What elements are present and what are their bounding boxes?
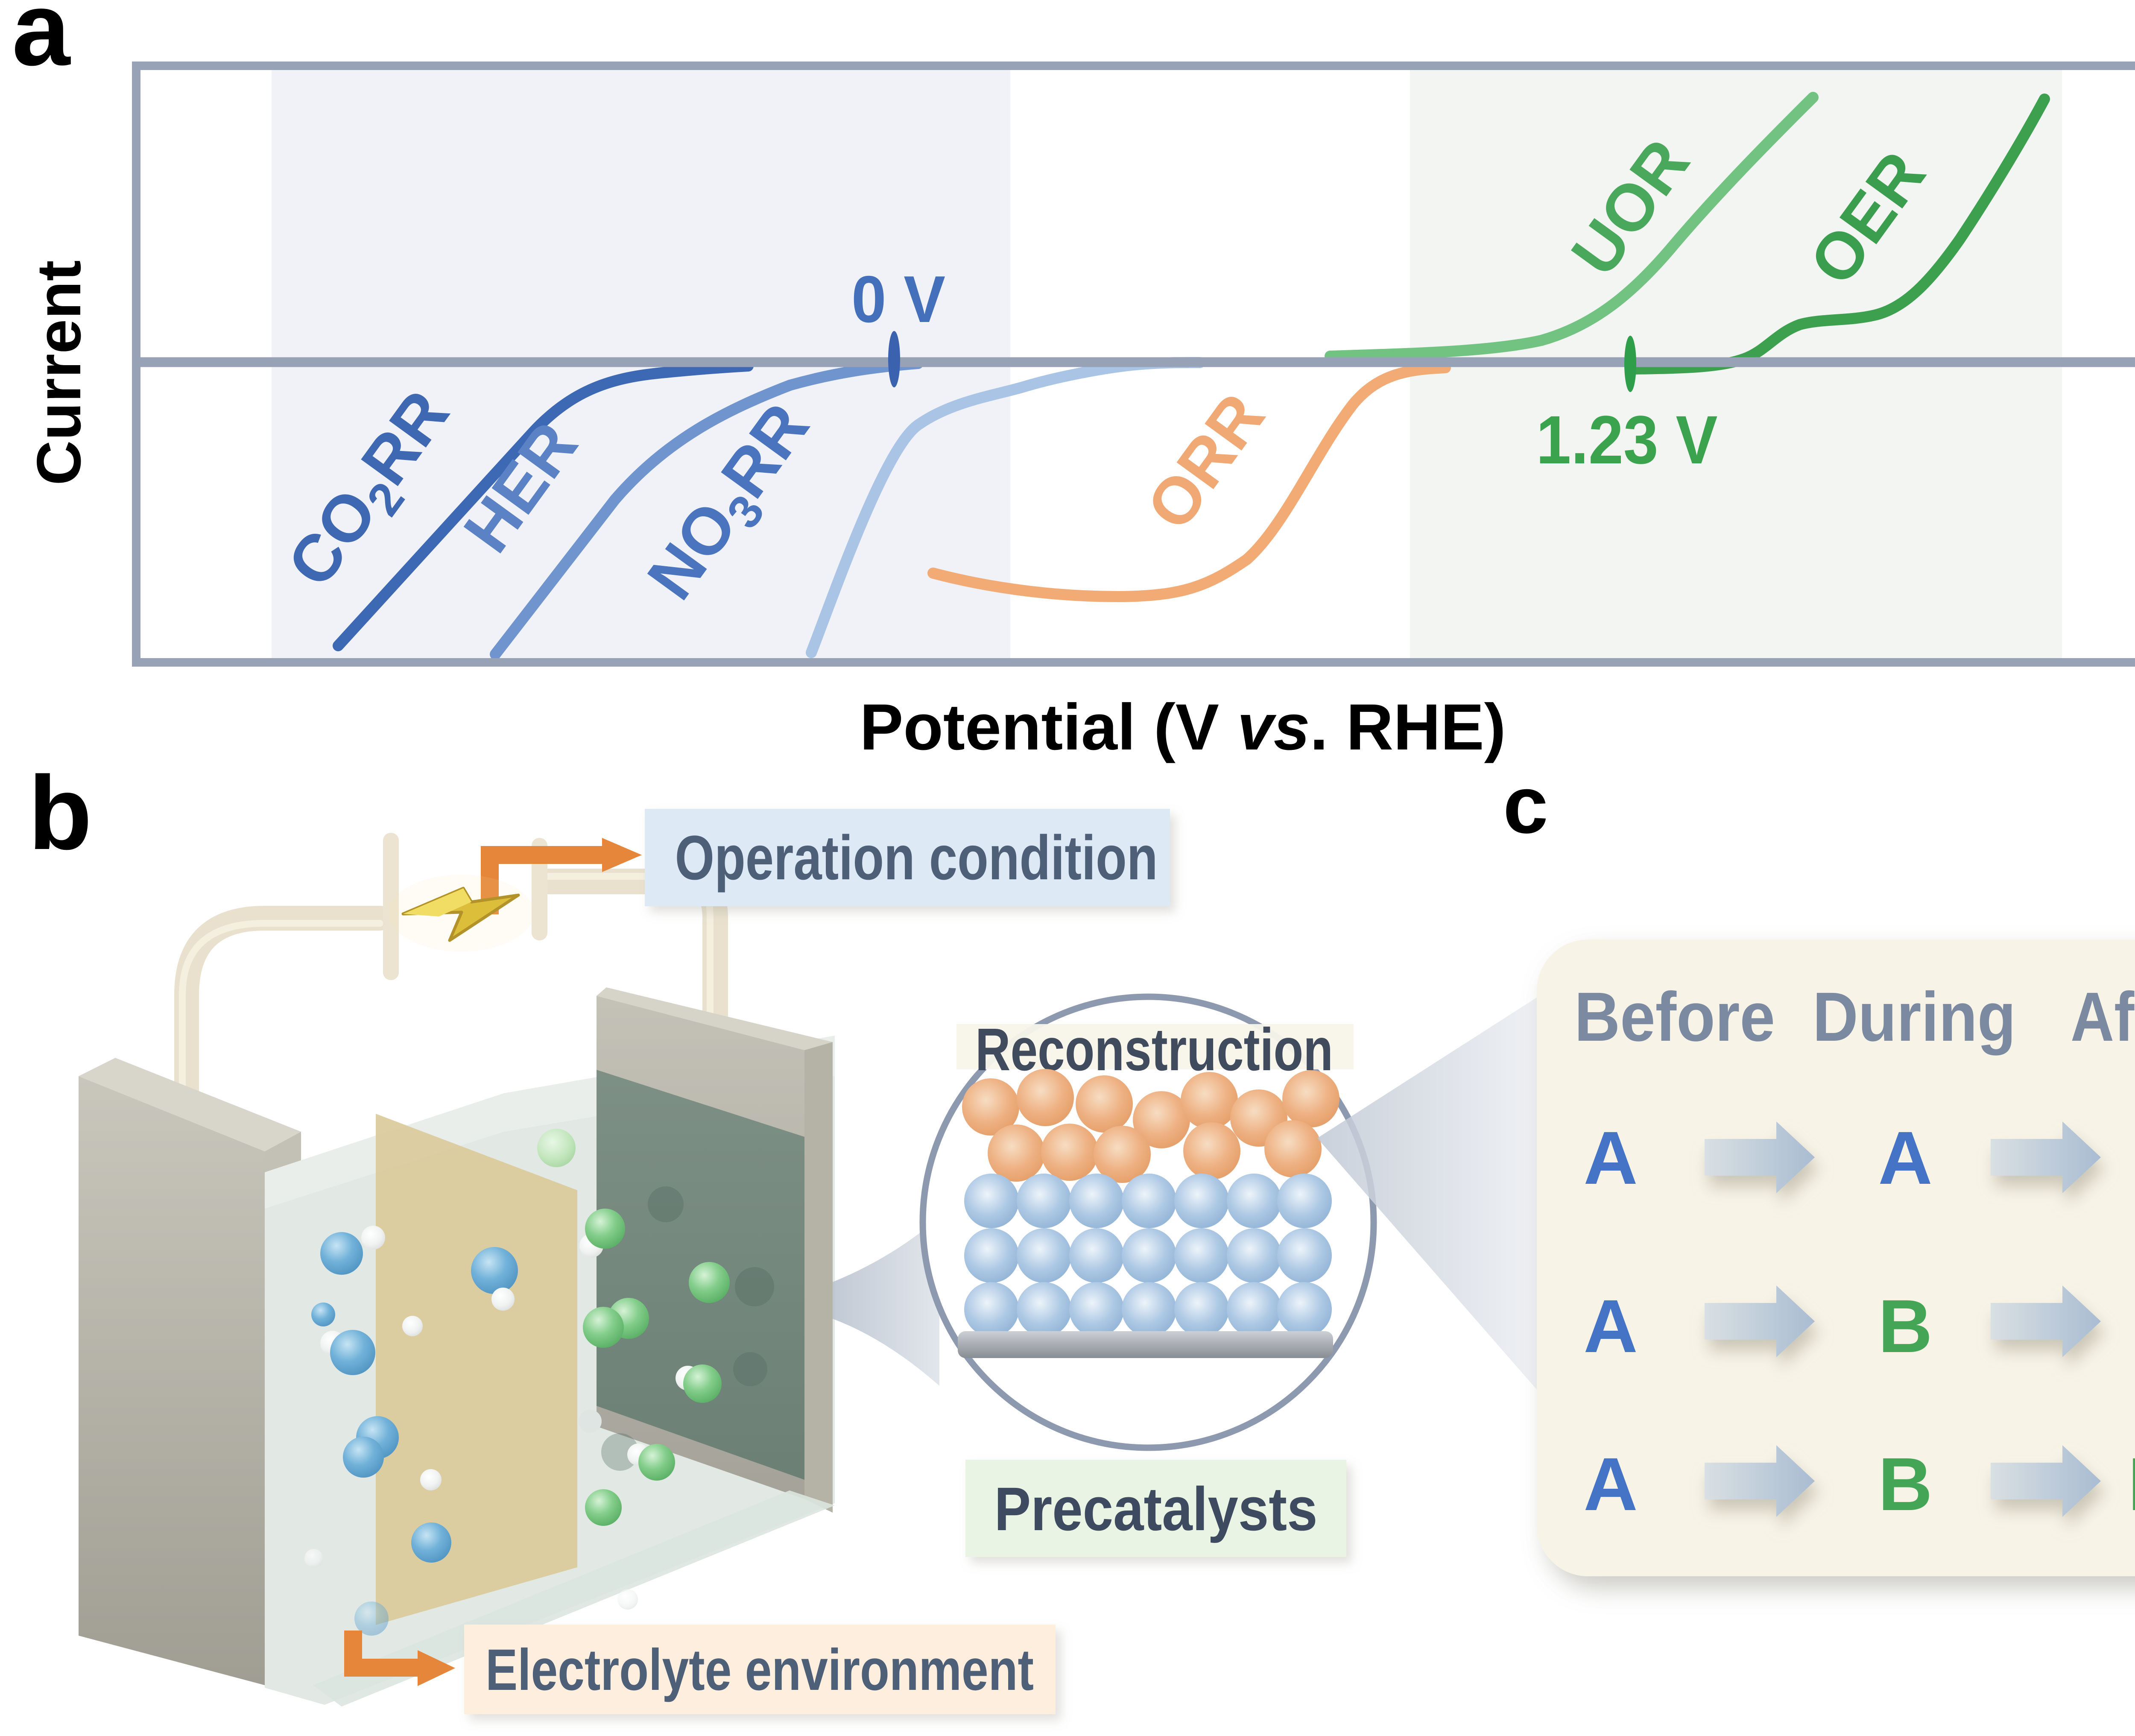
svg-text:B: B [2128, 1443, 2135, 1526]
svg-text:Reconstruction: Reconstruction [975, 1016, 1333, 1083]
svg-text:1.23 V: 1.23 V [1536, 401, 1718, 478]
svg-text:a: a [12, 0, 71, 87]
svg-text:A: A [1878, 1116, 1932, 1200]
svg-text:Potential (V vs. RHE): Potential (V vs. RHE) [860, 691, 1506, 764]
svg-text:Operation condition: Operation condition [675, 823, 1158, 893]
svg-text:A: A [1583, 1443, 1638, 1526]
svg-text:c: c [1503, 760, 1548, 850]
svg-text:B: B [1878, 1443, 1932, 1526]
svg-text:B: B [1878, 1285, 1932, 1368]
svg-text:Current: Current [24, 260, 94, 485]
svg-text:Before: Before [1574, 978, 1775, 1056]
svg-text:b: b [28, 754, 92, 871]
svg-text:Electrolyte environment: Electrolyte environment [485, 1637, 1034, 1703]
svg-text:During: During [1813, 978, 2016, 1056]
svg-text:A: A [1583, 1285, 1638, 1368]
svg-text:Precatalysts: Precatalysts [994, 1475, 1318, 1543]
svg-text:0 V: 0 V [851, 262, 945, 336]
svg-text:After: After [2071, 978, 2135, 1056]
svg-text:A: A [1583, 1116, 1638, 1200]
